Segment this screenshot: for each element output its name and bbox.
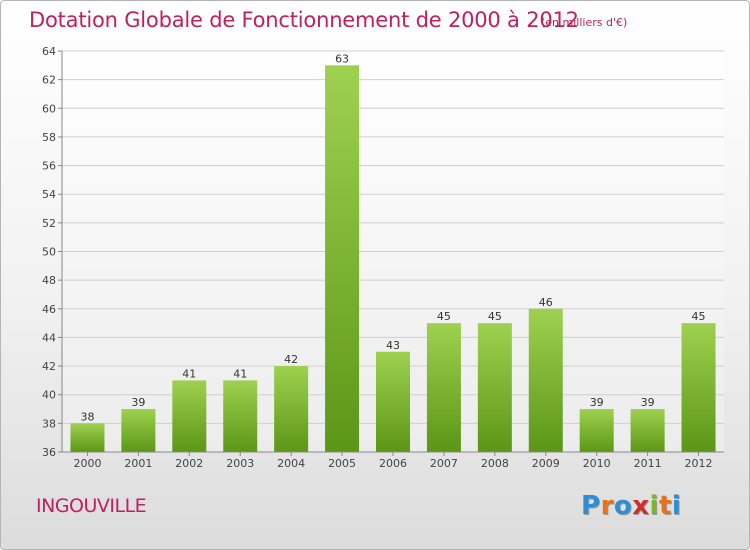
bar bbox=[376, 351, 410, 452]
bar-value-label: 41 bbox=[233, 367, 247, 380]
bar bbox=[121, 409, 156, 452]
bar bbox=[579, 409, 614, 452]
bar-value-label: 41 bbox=[182, 367, 196, 380]
y-tick-label: 38 bbox=[42, 417, 56, 430]
x-tick-label: 2009 bbox=[532, 457, 560, 470]
x-tick-label: 2010 bbox=[583, 457, 611, 470]
y-axis: 36 38 40 42 44 46 48 50 52 54 56 58 60 62 64 bbox=[42, 45, 63, 459]
x-tick-label: 2006 bbox=[379, 457, 407, 470]
x-tick-label: 2002 bbox=[175, 457, 203, 470]
y-tick-label: 36 bbox=[42, 446, 56, 459]
logo-letter: P bbox=[581, 491, 601, 521]
bar bbox=[528, 308, 563, 452]
y-tick-label: 56 bbox=[42, 160, 56, 173]
proxiti-logo[interactable]: Proxiti bbox=[581, 491, 681, 521]
commune-name: INGOUVILLE bbox=[36, 495, 147, 517]
y-tick-label: 42 bbox=[42, 360, 56, 373]
x-tick-label: 2008 bbox=[481, 457, 509, 470]
bar bbox=[630, 409, 665, 452]
bar bbox=[325, 65, 360, 453]
x-tick-label: 2003 bbox=[226, 457, 254, 470]
bar-value-label: 42 bbox=[284, 353, 298, 366]
logo-letter: r bbox=[600, 491, 614, 521]
y-tick-label: 44 bbox=[42, 331, 56, 344]
bar bbox=[681, 323, 716, 452]
y-tick-label: 48 bbox=[42, 274, 56, 287]
y-tick-label: 60 bbox=[42, 102, 56, 115]
bar bbox=[426, 323, 461, 452]
x-tick-label: 2001 bbox=[124, 457, 152, 470]
bar-value-label: 45 bbox=[488, 310, 502, 323]
y-tick-label: 54 bbox=[42, 188, 56, 201]
y-tick-label: 52 bbox=[42, 217, 56, 230]
logo-letter: i bbox=[671, 491, 682, 521]
logo-letter: x bbox=[632, 491, 650, 521]
bar bbox=[477, 323, 512, 452]
bar bbox=[172, 380, 207, 452]
bar bbox=[274, 366, 309, 452]
bar bbox=[223, 380, 258, 452]
x-tick-label: 2005 bbox=[328, 457, 356, 470]
bar-value-label: 39 bbox=[131, 396, 145, 409]
bar-value-label: 45 bbox=[692, 310, 706, 323]
y-tick-label: 64 bbox=[42, 45, 56, 58]
bar-value-label: 45 bbox=[437, 310, 451, 323]
y-tick-label: 40 bbox=[42, 389, 56, 402]
bar-value-label: 38 bbox=[80, 410, 94, 423]
bar-value-label: 46 bbox=[539, 296, 553, 309]
bar-value-label: 39 bbox=[590, 396, 604, 409]
x-tick-label: 2012 bbox=[685, 457, 713, 470]
logo-letter: o bbox=[613, 491, 633, 521]
y-tick-label: 46 bbox=[42, 303, 56, 316]
y-tick-label: 58 bbox=[42, 131, 56, 144]
bars: 38 39 41 41 42 63 43 45 45 46 39 39 45 bbox=[70, 52, 716, 453]
chart-subtitle: (en milliers d'€) bbox=[541, 16, 628, 29]
bar bbox=[70, 423, 105, 452]
x-tick-label: 2000 bbox=[73, 457, 101, 470]
bar-value-label: 39 bbox=[641, 396, 655, 409]
logo-letter: t bbox=[658, 491, 672, 521]
bar-value-label: 43 bbox=[386, 339, 400, 352]
x-axis: 2000 2001 2002 2003 2004 2005 2006 2007 2008 2009… bbox=[62, 451, 724, 470]
y-tick-label: 62 bbox=[42, 74, 56, 87]
x-tick-label: 2004 bbox=[277, 457, 305, 470]
logo-letter: i bbox=[649, 491, 659, 521]
bar-value-label: 63 bbox=[335, 52, 349, 65]
y-tick-label: 50 bbox=[42, 246, 56, 259]
x-tick-label: 2007 bbox=[430, 457, 458, 470]
x-tick-label: 2011 bbox=[634, 457, 662, 470]
chart-title: Dotation Globale de Fonctionnement de 20… bbox=[29, 8, 579, 32]
